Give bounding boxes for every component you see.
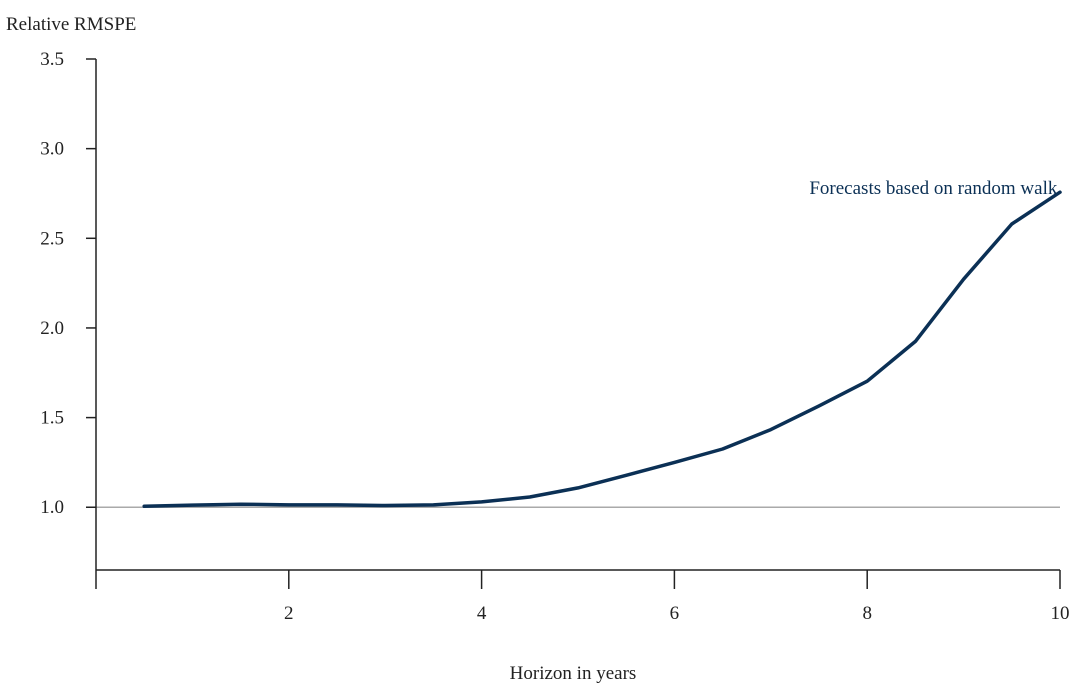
y-axis-title: Relative RMSPE	[6, 14, 136, 35]
series-line-random-walk	[142, 190, 1062, 509]
x-tick-label: 6	[670, 603, 680, 624]
y-tick-label: 3.0	[40, 139, 64, 160]
x-tick-label: 8	[862, 603, 872, 624]
x-tick-label: 4	[477, 603, 487, 624]
x-axis: 2 4 6 8 10	[95, 569, 1070, 624]
series-layer	[142, 190, 1062, 509]
y-tick-label: 2.0	[40, 318, 64, 339]
series-annotation: Forecasts based on random walk	[809, 178, 1057, 199]
y-axis: 1.0 1.5 2.0 2.5 3.0 3.5	[40, 49, 97, 570]
x-tick-label: 10	[1051, 603, 1070, 624]
annotation-layer: Forecasts based on random walk	[809, 178, 1057, 199]
y-tick-label: 1.5	[40, 408, 64, 429]
x-axis-title: Horizon in years	[510, 663, 637, 684]
y-tick-label: 3.5	[40, 49, 64, 70]
y-tick-label: 2.5	[40, 228, 64, 249]
x-tick-label: 2	[284, 603, 294, 624]
y-tick-label: 1.0	[40, 497, 64, 518]
